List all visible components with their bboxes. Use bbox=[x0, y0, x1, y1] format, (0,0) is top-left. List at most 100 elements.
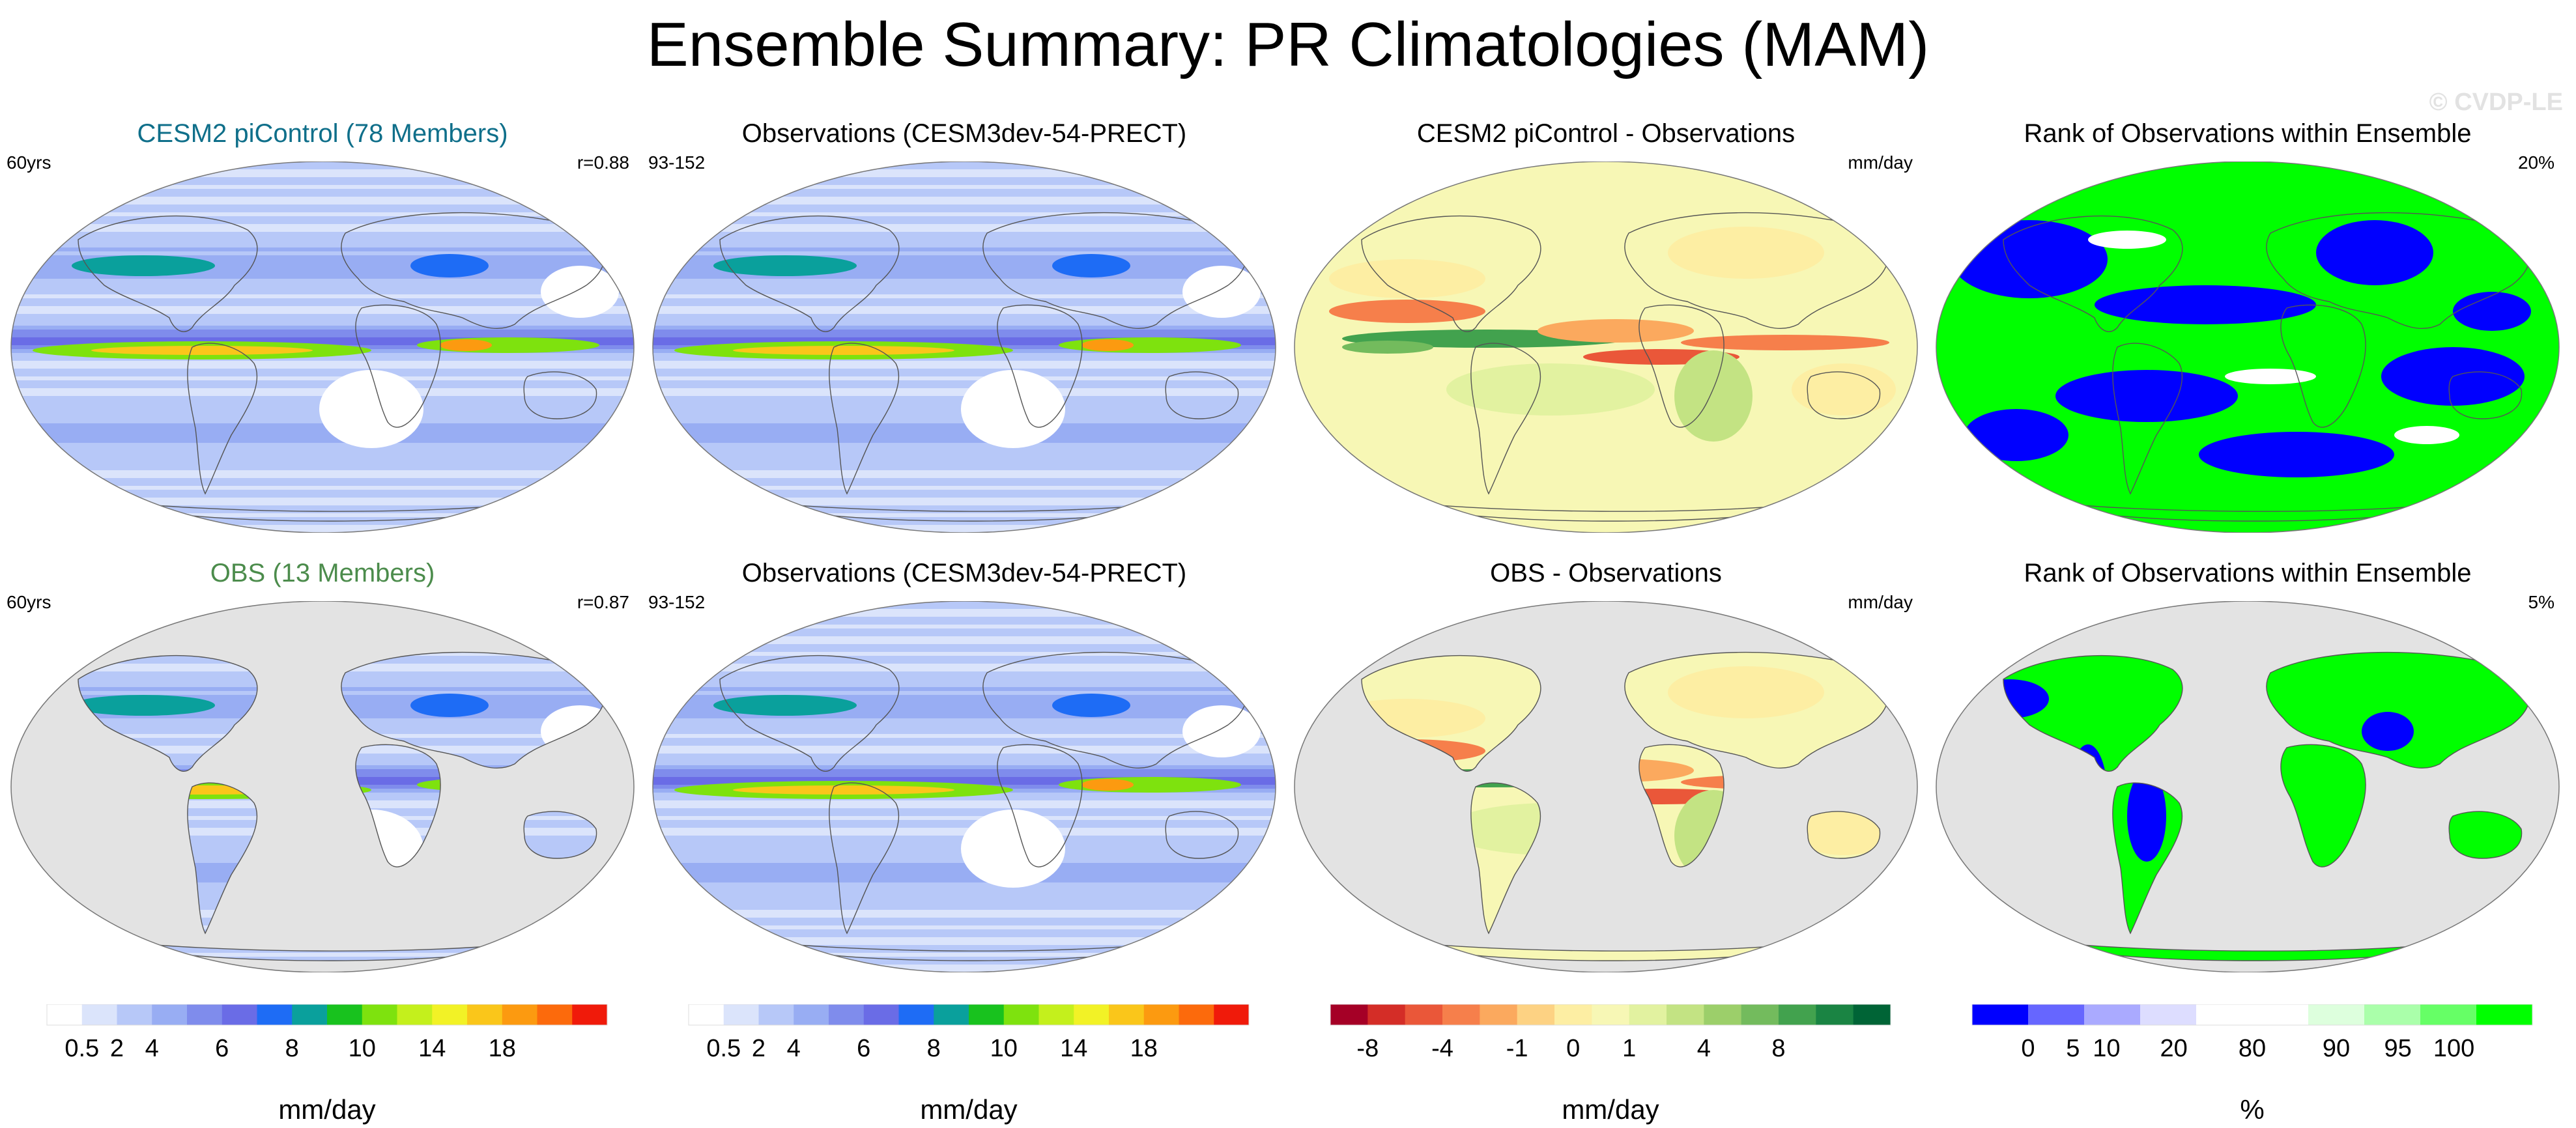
storm-track bbox=[713, 695, 857, 716]
colorbar-swatch bbox=[2140, 1004, 2197, 1025]
colorbar-swatch bbox=[1667, 1004, 1704, 1025]
coastline bbox=[1624, 651, 1889, 769]
colorbar-swatch bbox=[1109, 1004, 1145, 1025]
precip-band bbox=[653, 423, 1276, 427]
rank-blob bbox=[1951, 220, 2108, 298]
precip-band bbox=[653, 668, 1276, 671]
colorbar-swatch bbox=[1741, 1004, 1779, 1025]
coastline bbox=[523, 371, 597, 419]
precip-band bbox=[11, 435, 634, 439]
precip-band bbox=[653, 185, 1276, 189]
map-field bbox=[1936, 162, 2559, 533]
coastline bbox=[2112, 782, 2183, 935]
colorbar-frame bbox=[46, 1004, 608, 1026]
precip-band bbox=[11, 462, 634, 466]
coastline bbox=[2448, 371, 2523, 419]
colorbar-swatch bbox=[1480, 1004, 1518, 1025]
panel-right-note: 5% bbox=[2528, 592, 2555, 612]
precip-band bbox=[653, 711, 1276, 714]
coastline bbox=[982, 651, 1248, 769]
coastline bbox=[355, 304, 441, 428]
precip-band bbox=[11, 189, 634, 193]
coastline bbox=[1470, 782, 1541, 935]
precip-band bbox=[653, 707, 1276, 711]
precip-band bbox=[11, 474, 634, 478]
precip-band bbox=[653, 458, 1276, 462]
coastline bbox=[1807, 811, 1881, 859]
coastline bbox=[2266, 651, 2531, 769]
panel-right-note: 20% bbox=[2517, 152, 2555, 173]
precip-band bbox=[653, 431, 1276, 435]
precip-band bbox=[653, 220, 1276, 224]
precip-band bbox=[11, 455, 634, 458]
precip-band bbox=[653, 625, 1276, 628]
coastline bbox=[829, 782, 900, 935]
coastline bbox=[1361, 655, 1541, 772]
precip-band bbox=[653, 781, 1276, 785]
coastline bbox=[719, 655, 900, 772]
ocean-mask bbox=[1936, 601, 2559, 972]
storm-track bbox=[1052, 254, 1130, 277]
colorbar-frame bbox=[1971, 1004, 2533, 1026]
colorbar-swatch bbox=[467, 1004, 503, 1025]
field-layer bbox=[11, 162, 634, 533]
precip-band bbox=[653, 341, 1276, 345]
precip-band bbox=[11, 275, 634, 279]
precip-band bbox=[653, 632, 1276, 636]
rank-blob bbox=[2055, 370, 2238, 422]
colorbar-swatch bbox=[187, 1004, 223, 1025]
precip-band bbox=[653, 162, 1276, 165]
precip-band bbox=[653, 380, 1276, 384]
colorbar-label: mm/day bbox=[278, 1094, 376, 1125]
precip-band bbox=[653, 501, 1276, 505]
precip-band bbox=[653, 517, 1276, 521]
storm-track bbox=[713, 255, 857, 276]
precip-band bbox=[653, 306, 1276, 310]
precip-band bbox=[11, 287, 634, 290]
diff-blob bbox=[1792, 363, 1896, 416]
precip-band bbox=[653, 169, 1276, 173]
colorbar-swatch bbox=[2028, 1004, 2085, 1025]
panel-obs-climatology-2: Observations (CESM3dev-54-PRECT) 93-152 bbox=[648, 557, 1280, 974]
colorbar-label: mm/day bbox=[920, 1094, 1018, 1125]
precip-band bbox=[11, 298, 634, 302]
map-boundary bbox=[1294, 162, 1918, 533]
coastline bbox=[2003, 655, 2183, 772]
precip-band bbox=[653, 290, 1276, 294]
colorbar-swatch bbox=[969, 1004, 1005, 1025]
map-boundary bbox=[652, 162, 1276, 533]
precip-band bbox=[653, 435, 1276, 439]
panel-right-note: mm/day bbox=[1848, 592, 1913, 612]
precip-band bbox=[653, 216, 1276, 220]
colorbar-tick-label: 4 bbox=[1697, 1035, 1711, 1062]
field-layer bbox=[653, 162, 1276, 533]
storm-track bbox=[78, 695, 215, 716]
rank-blob bbox=[2003, 679, 2049, 718]
precip-band bbox=[653, 929, 1276, 933]
rank-background bbox=[1936, 162, 2559, 533]
precip-band bbox=[653, 601, 1276, 605]
precip-band bbox=[653, 906, 1276, 910]
precip-band bbox=[11, 466, 634, 470]
precip-band bbox=[653, 283, 1276, 287]
panel-title: Observations (CESM3dev-54-PRECT) bbox=[741, 559, 1187, 587]
precip-band bbox=[11, 333, 634, 337]
precip-band bbox=[653, 925, 1276, 929]
precip-band bbox=[653, 201, 1276, 204]
precip-band bbox=[653, 529, 1276, 533]
panel-title: Rank of Observations within Ensemble bbox=[2024, 559, 2472, 587]
precip-band bbox=[653, 722, 1276, 726]
precip-band bbox=[653, 165, 1276, 169]
precip-band bbox=[653, 181, 1276, 185]
precip-band bbox=[11, 478, 634, 482]
colorbar-tick-label: 14 bbox=[418, 1035, 446, 1062]
itcz-core bbox=[440, 339, 492, 351]
precip-band bbox=[11, 365, 634, 369]
coastline bbox=[355, 744, 441, 867]
panel-model-minus-obs: CESM2 piControl - Observations mm/day bbox=[1290, 117, 1922, 534]
panel-left-note: 60yrs bbox=[7, 592, 51, 612]
precip-band bbox=[653, 490, 1276, 494]
diff-blob bbox=[1329, 300, 1485, 323]
precip-band bbox=[653, 486, 1276, 490]
precip-band bbox=[653, 609, 1276, 613]
